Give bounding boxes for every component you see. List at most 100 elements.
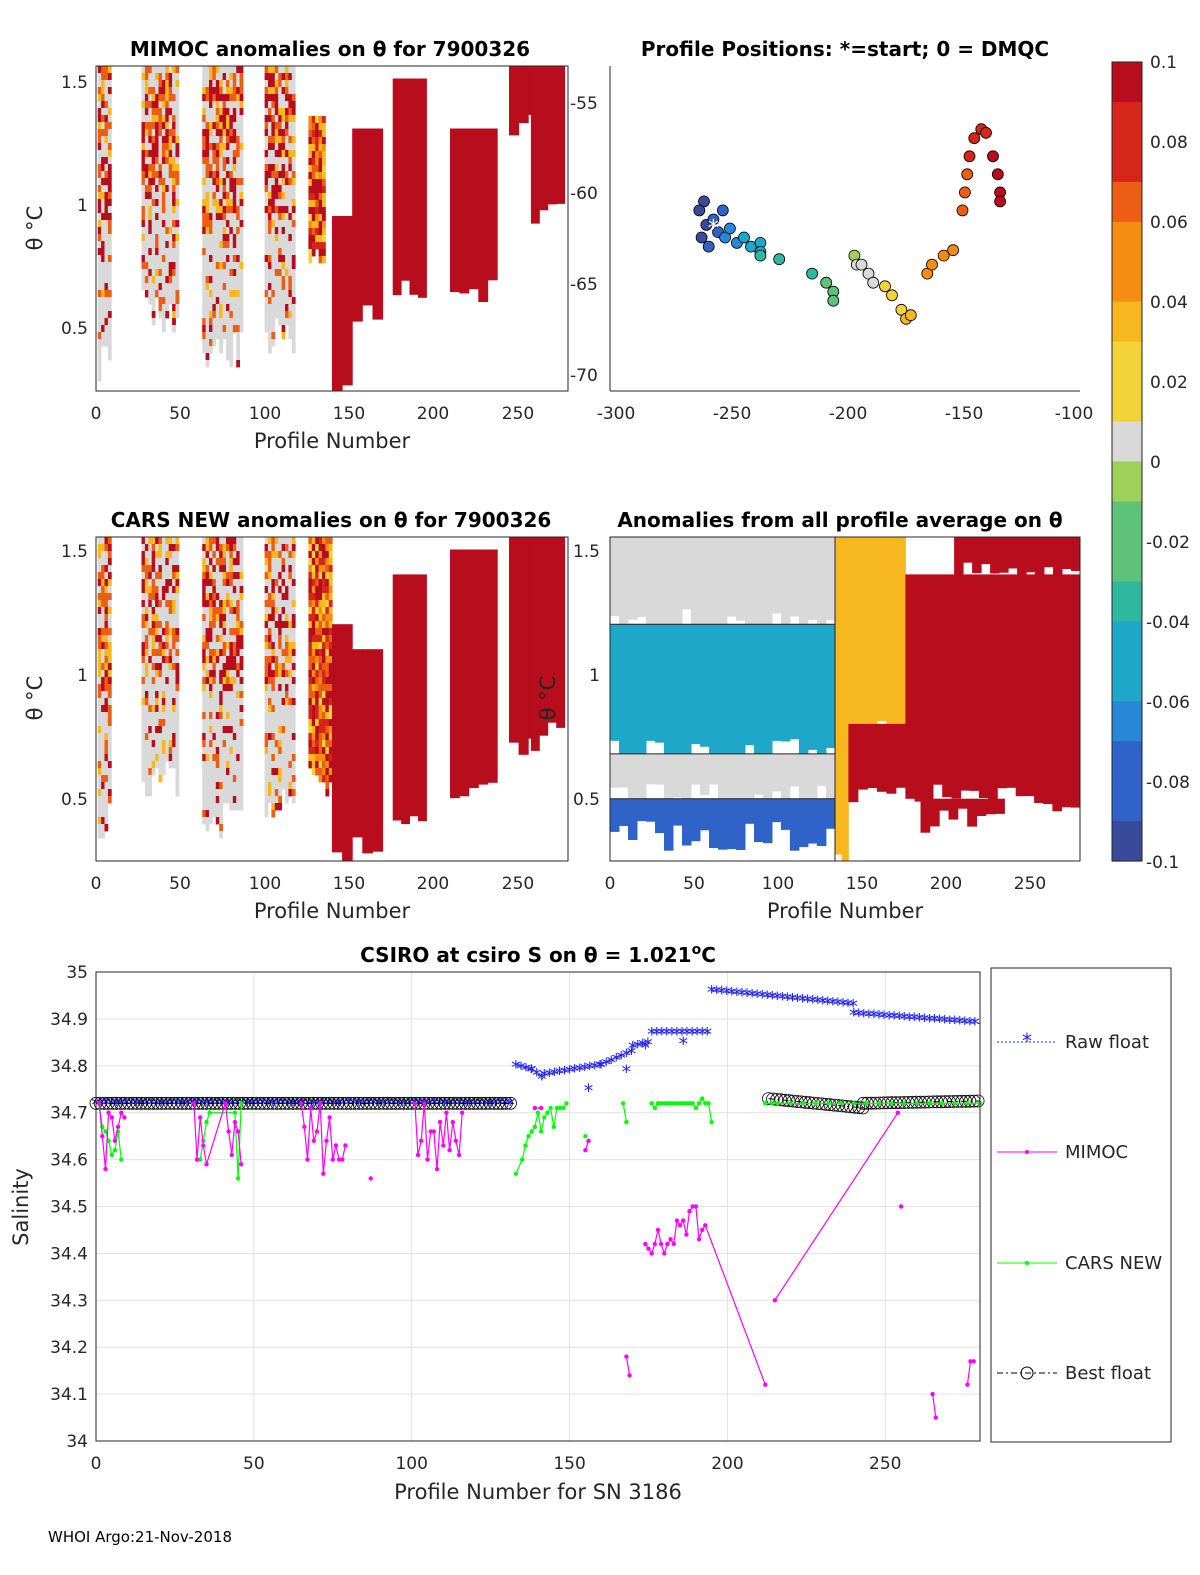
heatmap-cell <box>291 705 296 713</box>
heatmap-cell <box>212 255 217 263</box>
heatmap-cell <box>97 565 102 573</box>
heatmap-cell <box>308 537 313 545</box>
heatmap-cell <box>104 150 109 158</box>
heatmap-cell <box>101 761 105 769</box>
heatmap-cell <box>215 220 220 228</box>
heatmap-cell <box>107 537 112 545</box>
cars-new-point <box>535 1110 541 1115</box>
heatmap-cell <box>168 234 173 242</box>
heatmap-cell <box>291 551 296 559</box>
heatmap-cell <box>175 101 180 109</box>
cars-new-point <box>952 1101 957 1106</box>
heatmap-cell <box>291 775 296 783</box>
heatmap-cell <box>288 199 293 207</box>
heatmap-block <box>969 574 980 791</box>
heatmap-block <box>450 549 460 799</box>
heatmap-cell <box>222 705 227 713</box>
heatmap-cell <box>172 558 176 566</box>
heatmap-cell <box>172 129 176 137</box>
heatmap-cell <box>236 698 240 706</box>
heatmap-cell <box>311 249 316 257</box>
heatmap-cell <box>274 101 279 109</box>
heatmap-cell <box>141 192 146 200</box>
heatmap-cell <box>172 649 176 657</box>
heatmap-cell <box>229 346 234 354</box>
heatmap-cell <box>104 656 109 664</box>
heatmap-cell <box>141 635 146 643</box>
heatmap-cell <box>158 551 163 559</box>
heatmap-cell <box>222 318 227 326</box>
heatmap-cell <box>232 262 237 270</box>
heatmap-cell <box>151 642 156 650</box>
heatmap-cell <box>219 157 223 165</box>
heatmap-cell <box>288 73 293 81</box>
heatmap-cell <box>175 572 180 580</box>
heatmap-cell <box>155 684 159 692</box>
heatmap-cell <box>232 768 237 776</box>
heatmap-cell <box>202 761 206 769</box>
heatmap-cell <box>107 628 112 636</box>
heatmap-cell <box>281 262 286 270</box>
heatmap-cell <box>161 227 166 235</box>
heatmap-cell <box>278 164 282 172</box>
heatmap-cell <box>97 607 102 615</box>
heatmap-cell <box>205 192 210 200</box>
heatmap-cell <box>165 213 170 221</box>
heatmap-cell <box>222 747 227 755</box>
heatmap-block <box>673 624 683 763</box>
raw-float-star: * <box>460 1094 470 1116</box>
heatmap-cell <box>278 206 282 214</box>
heatmap-cell <box>151 150 156 158</box>
heatmap-cell <box>155 691 159 699</box>
heatmap-cell <box>285 213 289 221</box>
heatmap-cell <box>308 172 313 180</box>
heatmap-cell <box>318 249 323 257</box>
heatmap-cell <box>288 283 293 291</box>
heatmap-cell <box>172 565 176 573</box>
heatmap-cell <box>291 621 296 629</box>
heatmap-cell <box>202 346 206 354</box>
heatmap-cell <box>308 179 313 187</box>
heatmap-cell <box>168 684 173 692</box>
heatmap-cell <box>172 199 176 207</box>
heatmap-cell <box>165 670 170 678</box>
heatmap-cell <box>271 325 276 333</box>
heatmap-cell <box>168 691 173 699</box>
heatmap-cell <box>315 614 319 622</box>
heatmap-cell <box>322 544 326 552</box>
heatmap-cell <box>205 663 210 671</box>
heatmap-cell <box>268 782 272 790</box>
heatmap-cell <box>239 87 244 95</box>
heatmap-cell <box>148 537 153 545</box>
heatmap-cell <box>239 768 244 776</box>
heatmap-cell <box>219 94 223 102</box>
tick-label: 100 <box>395 1454 427 1474</box>
tick-label: 34.8 <box>50 1057 88 1077</box>
heatmap-cell <box>318 698 323 706</box>
heatmap-cell <box>209 698 213 706</box>
raw-float-star: * <box>727 984 737 1006</box>
cars-new-point <box>561 1105 566 1111</box>
mimoc-panel-title: MIMOC anomalies on θ for 7900326 <box>130 37 530 61</box>
heatmap-cell <box>97 255 102 263</box>
heatmap-cell <box>161 712 166 720</box>
heatmap-cell <box>161 663 166 671</box>
heatmap-cell <box>226 670 230 678</box>
heatmap-cell <box>202 339 206 347</box>
heatmap-cell <box>158 157 163 165</box>
heatmap-cell <box>318 116 323 124</box>
heatmap-cell <box>281 642 286 650</box>
heatmap-cell <box>229 789 234 797</box>
heatmap-cell <box>144 656 149 664</box>
heatmap-cell <box>308 747 313 755</box>
raw-float-star: * <box>537 1069 547 1091</box>
heatmap-cell <box>165 255 170 263</box>
heatmap-cell <box>172 677 176 685</box>
heatmap-cell <box>155 220 159 228</box>
heatmap-cell <box>278 276 282 284</box>
mimoc-point <box>450 1119 455 1125</box>
heatmap-cell <box>291 73 296 81</box>
heatmap-cell <box>285 677 289 685</box>
heatmap-cell <box>148 761 153 769</box>
heatmap-cell <box>151 621 156 629</box>
